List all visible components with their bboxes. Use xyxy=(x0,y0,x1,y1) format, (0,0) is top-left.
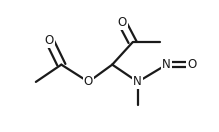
Text: O: O xyxy=(45,34,54,47)
Text: N: N xyxy=(133,75,142,88)
Text: N: N xyxy=(162,58,171,71)
Text: O: O xyxy=(84,75,93,88)
Text: O: O xyxy=(118,16,127,29)
Text: O: O xyxy=(187,58,197,71)
